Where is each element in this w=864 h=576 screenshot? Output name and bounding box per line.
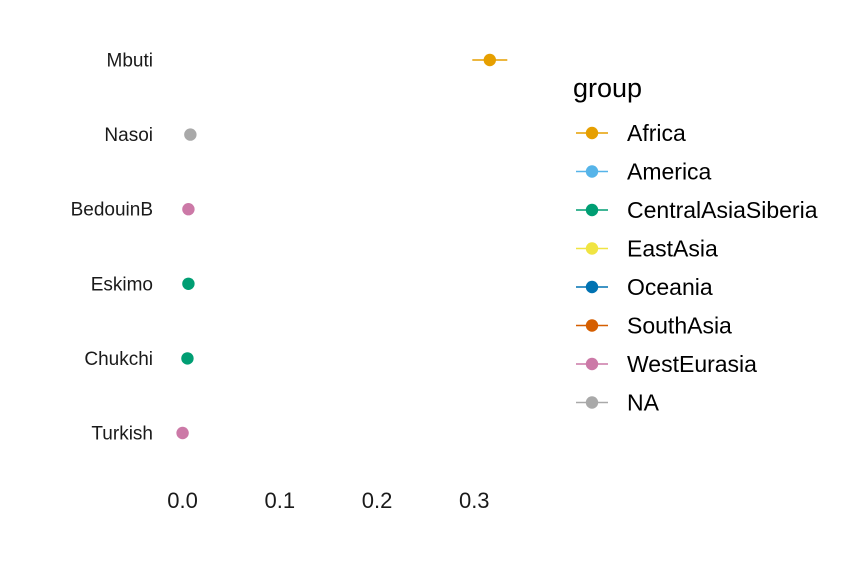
- y-axis-labels: Mbuti Nasoi BedouinB Eskimo Chukchi Turkish: [71, 51, 153, 445]
- point-mbuti: [483, 53, 497, 67]
- legend-label: NA: [627, 390, 660, 416]
- legend-key-marker: [585, 357, 599, 371]
- legend-title: group: [573, 73, 642, 103]
- y-tick-label-eskimo: Eskimo: [91, 274, 153, 295]
- legend-entry-america: America: [576, 159, 712, 185]
- legend-label: Africa: [627, 120, 686, 146]
- legend-key-marker: [585, 242, 599, 255]
- legend-label: America: [627, 159, 712, 185]
- legend: group Africa America CentralAsiaSiberia Eas…: [573, 73, 818, 416]
- y-tick-label-turkish: Turkish: [91, 424, 153, 445]
- legend-key-marker: [585, 319, 599, 332]
- legend-key-marker: [585, 396, 599, 409]
- legend-label: CentralAsiaSiberia: [627, 197, 818, 223]
- legend-entry-westeurasia: WestEurasia: [576, 351, 757, 377]
- legend-entry-africa: Africa: [576, 120, 686, 146]
- y-tick-label-mbuti: Mbuti: [107, 51, 153, 72]
- x-tick-label: 0.1: [265, 488, 296, 513]
- legend-key-marker: [585, 165, 599, 178]
- y-tick-label-chukchi: Chukchi: [84, 349, 153, 370]
- y-tick-label-bedouinb: BedouinB: [71, 200, 153, 221]
- legend-entry-eastasia: EastAsia: [576, 236, 718, 262]
- data-points: [176, 53, 508, 440]
- x-axis-tick-labels: 0.0 0.1 0.2 0.3: [167, 488, 489, 513]
- point-eskimo: [182, 277, 195, 290]
- legend-key-marker: [585, 280, 599, 294]
- legend-entry-southasia: SouthAsia: [576, 313, 732, 339]
- legend-label: WestEurasia: [627, 351, 757, 377]
- legend-entry-oceania: Oceania: [576, 274, 713, 300]
- legend-label: SouthAsia: [627, 313, 732, 339]
- legend-key-marker: [585, 126, 599, 140]
- legend-key-marker: [585, 203, 599, 217]
- legend-entry-na: NA: [576, 390, 660, 416]
- point-nasoi: [184, 128, 197, 141]
- point-turkish: [176, 426, 189, 440]
- point-bedouinb: [182, 203, 195, 216]
- x-tick-label: 0.0: [167, 488, 198, 513]
- x-tick-label: 0.3: [459, 488, 490, 513]
- legend-entries: Africa America CentralAsiaSiberia EastAsia O…: [576, 120, 818, 416]
- x-tick-label: 0.2: [362, 488, 393, 513]
- legend-label: Oceania: [627, 274, 713, 300]
- point-chukchi: [181, 352, 194, 365]
- legend-entry-centralasiasiberia: CentralAsiaSiberia: [576, 197, 818, 223]
- y-tick-label-nasoi: Nasoi: [104, 125, 153, 146]
- legend-label: EastAsia: [627, 236, 718, 262]
